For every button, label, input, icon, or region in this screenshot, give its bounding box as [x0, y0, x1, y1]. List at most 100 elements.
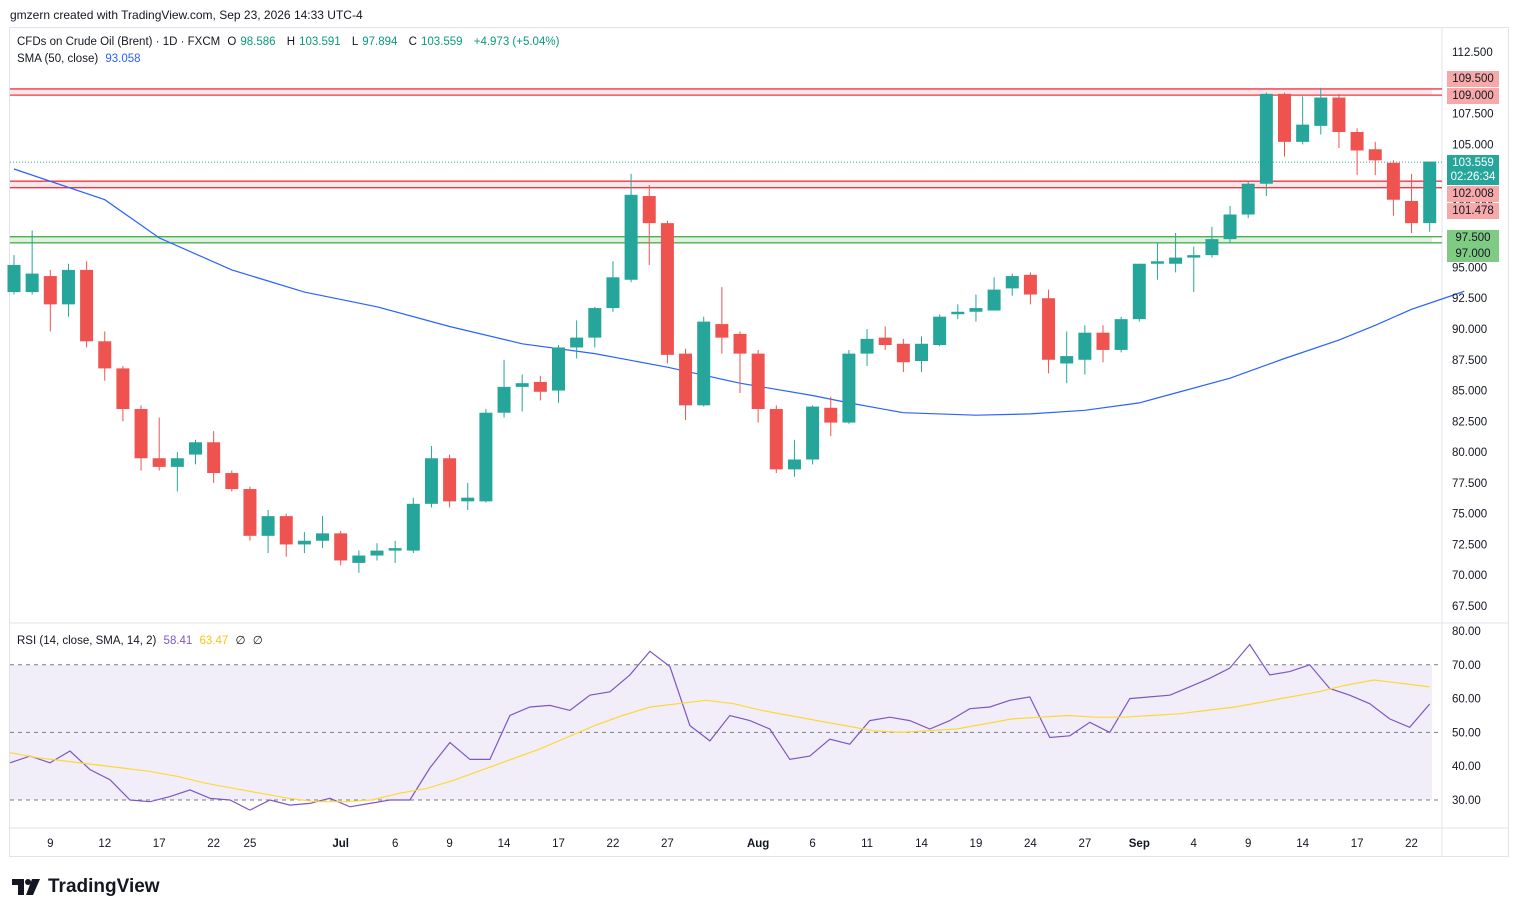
- candle-up: [261, 509, 275, 554]
- candle-body: [660, 223, 674, 355]
- price-tick-label: 67.500: [1452, 601, 1487, 613]
- candle-up: [588, 306, 602, 348]
- candle-body: [497, 386, 511, 413]
- candle-down: [443, 454, 457, 508]
- candle-down: [896, 338, 910, 373]
- price-tick-label: 105.000: [1452, 139, 1494, 151]
- rsi-sma-line: [9, 679, 1430, 803]
- tradingview-logo-icon: [12, 879, 40, 895]
- open-value: O 98.586: [227, 36, 276, 48]
- time-tick-label: Sep: [1129, 838, 1150, 850]
- sma-50-line: [13, 168, 1465, 416]
- attribution-text: gmzern created with TradingView.com, Sep…: [10, 8, 363, 22]
- candle-body: [170, 458, 184, 467]
- axes: 67.500 70.000 72.500 75.000 77.500 80.000 82.5…: [47, 47, 1493, 850]
- candle-body: [316, 533, 330, 541]
- candle-body: [1023, 274, 1037, 295]
- candle-body: [189, 442, 202, 455]
- candle-down: [679, 348, 693, 421]
- candle-body: [243, 489, 257, 536]
- time-tick-label: 25: [244, 838, 257, 850]
- sma-legend: SMA (50, close) 93.058: [17, 53, 145, 65]
- candle-body: [334, 533, 348, 561]
- candle-body: [61, 269, 75, 305]
- candle-body: [951, 311, 965, 315]
- candle-body: [533, 381, 547, 392]
- candle-up: [189, 439, 202, 465]
- candle-up: [388, 540, 402, 563]
- candle-body: [824, 407, 838, 423]
- candle-up: [842, 349, 856, 424]
- candle-body: [933, 316, 947, 346]
- candle-up: [1060, 331, 1074, 384]
- candle-down: [1332, 93, 1346, 149]
- candle-up: [1423, 161, 1437, 232]
- close-value: C 103.559: [408, 36, 463, 48]
- last-price-tag: 103.559: [1447, 155, 1499, 171]
- time-tick-label: 6: [392, 838, 398, 850]
- candle-down: [751, 349, 765, 423]
- candle-down: [334, 530, 348, 566]
- candle-down: [207, 431, 221, 483]
- candle-down: [642, 184, 656, 265]
- candle-down: [1023, 272, 1037, 305]
- rsi-lines: [9, 643, 1431, 811]
- candle-body: [43, 276, 57, 305]
- price-tick-label: 85.000: [1452, 386, 1487, 398]
- candle-body: [352, 555, 366, 563]
- candle-body: [969, 308, 983, 312]
- rsi-tick-label: 70.00: [1452, 660, 1481, 672]
- price-tick-label: 70.000: [1452, 570, 1487, 582]
- candle-body: [842, 353, 856, 423]
- candle-body: [1078, 332, 1092, 360]
- candle-down: [1368, 141, 1382, 176]
- time-tick-label: 9: [446, 838, 452, 850]
- candle-body: [1223, 214, 1237, 240]
- candle-up: [806, 405, 820, 465]
- sma-value: 93.058: [105, 53, 141, 65]
- time-tick-label: 6: [809, 838, 815, 850]
- candle-body: [624, 194, 638, 280]
- tradingview-logo[interactable]: TradingView: [12, 876, 160, 898]
- price-tick-label: 77.500: [1452, 478, 1487, 490]
- candle-down: [225, 470, 239, 492]
- candle-body: [1350, 132, 1364, 151]
- time-tick-label: 22: [607, 838, 620, 850]
- time-tick-label: Aug: [747, 838, 769, 850]
- rsi-bands: [10, 664, 1442, 801]
- time-tick-label: 27: [661, 838, 674, 850]
- candle-up: [1169, 232, 1183, 273]
- rsi-tick-label: 40.00: [1452, 761, 1481, 773]
- candle-body: [134, 409, 148, 459]
- candle-body: [642, 196, 656, 224]
- time-tick-label: 14: [915, 838, 928, 850]
- candle-body: [424, 458, 438, 504]
- candle-body: [1259, 93, 1273, 184]
- candles: [7, 87, 1437, 573]
- time-tick-label: 27: [1078, 838, 1091, 850]
- candle-body: [860, 338, 874, 354]
- candle-down: [1405, 173, 1419, 233]
- price-tick-label: 90.000: [1452, 324, 1487, 336]
- candle-body: [98, 341, 112, 369]
- candle-up: [1296, 96, 1310, 145]
- candle-up: [1005, 273, 1019, 296]
- candle-body: [1187, 255, 1201, 258]
- time-tick-label: 9: [1245, 838, 1251, 850]
- candle-down: [660, 220, 674, 364]
- time-tick-label: 17: [153, 838, 166, 850]
- rsi-label: RSI (14, close, SMA, 14, 2): [17, 635, 157, 647]
- resistance2-tag-top: 102.008: [1447, 186, 1499, 202]
- candle-down: [134, 405, 148, 471]
- candle-up: [61, 263, 75, 317]
- candle-up: [497, 359, 511, 418]
- candle-up: [787, 439, 801, 477]
- time-tick-label: 11: [861, 838, 873, 850]
- candle-body: [1042, 298, 1056, 360]
- candle-body: [751, 353, 765, 410]
- change-value: +4.973 (+5.04%): [473, 36, 560, 48]
- time-tick-label: 24: [1024, 838, 1037, 850]
- time-tick-label: 19: [970, 838, 983, 850]
